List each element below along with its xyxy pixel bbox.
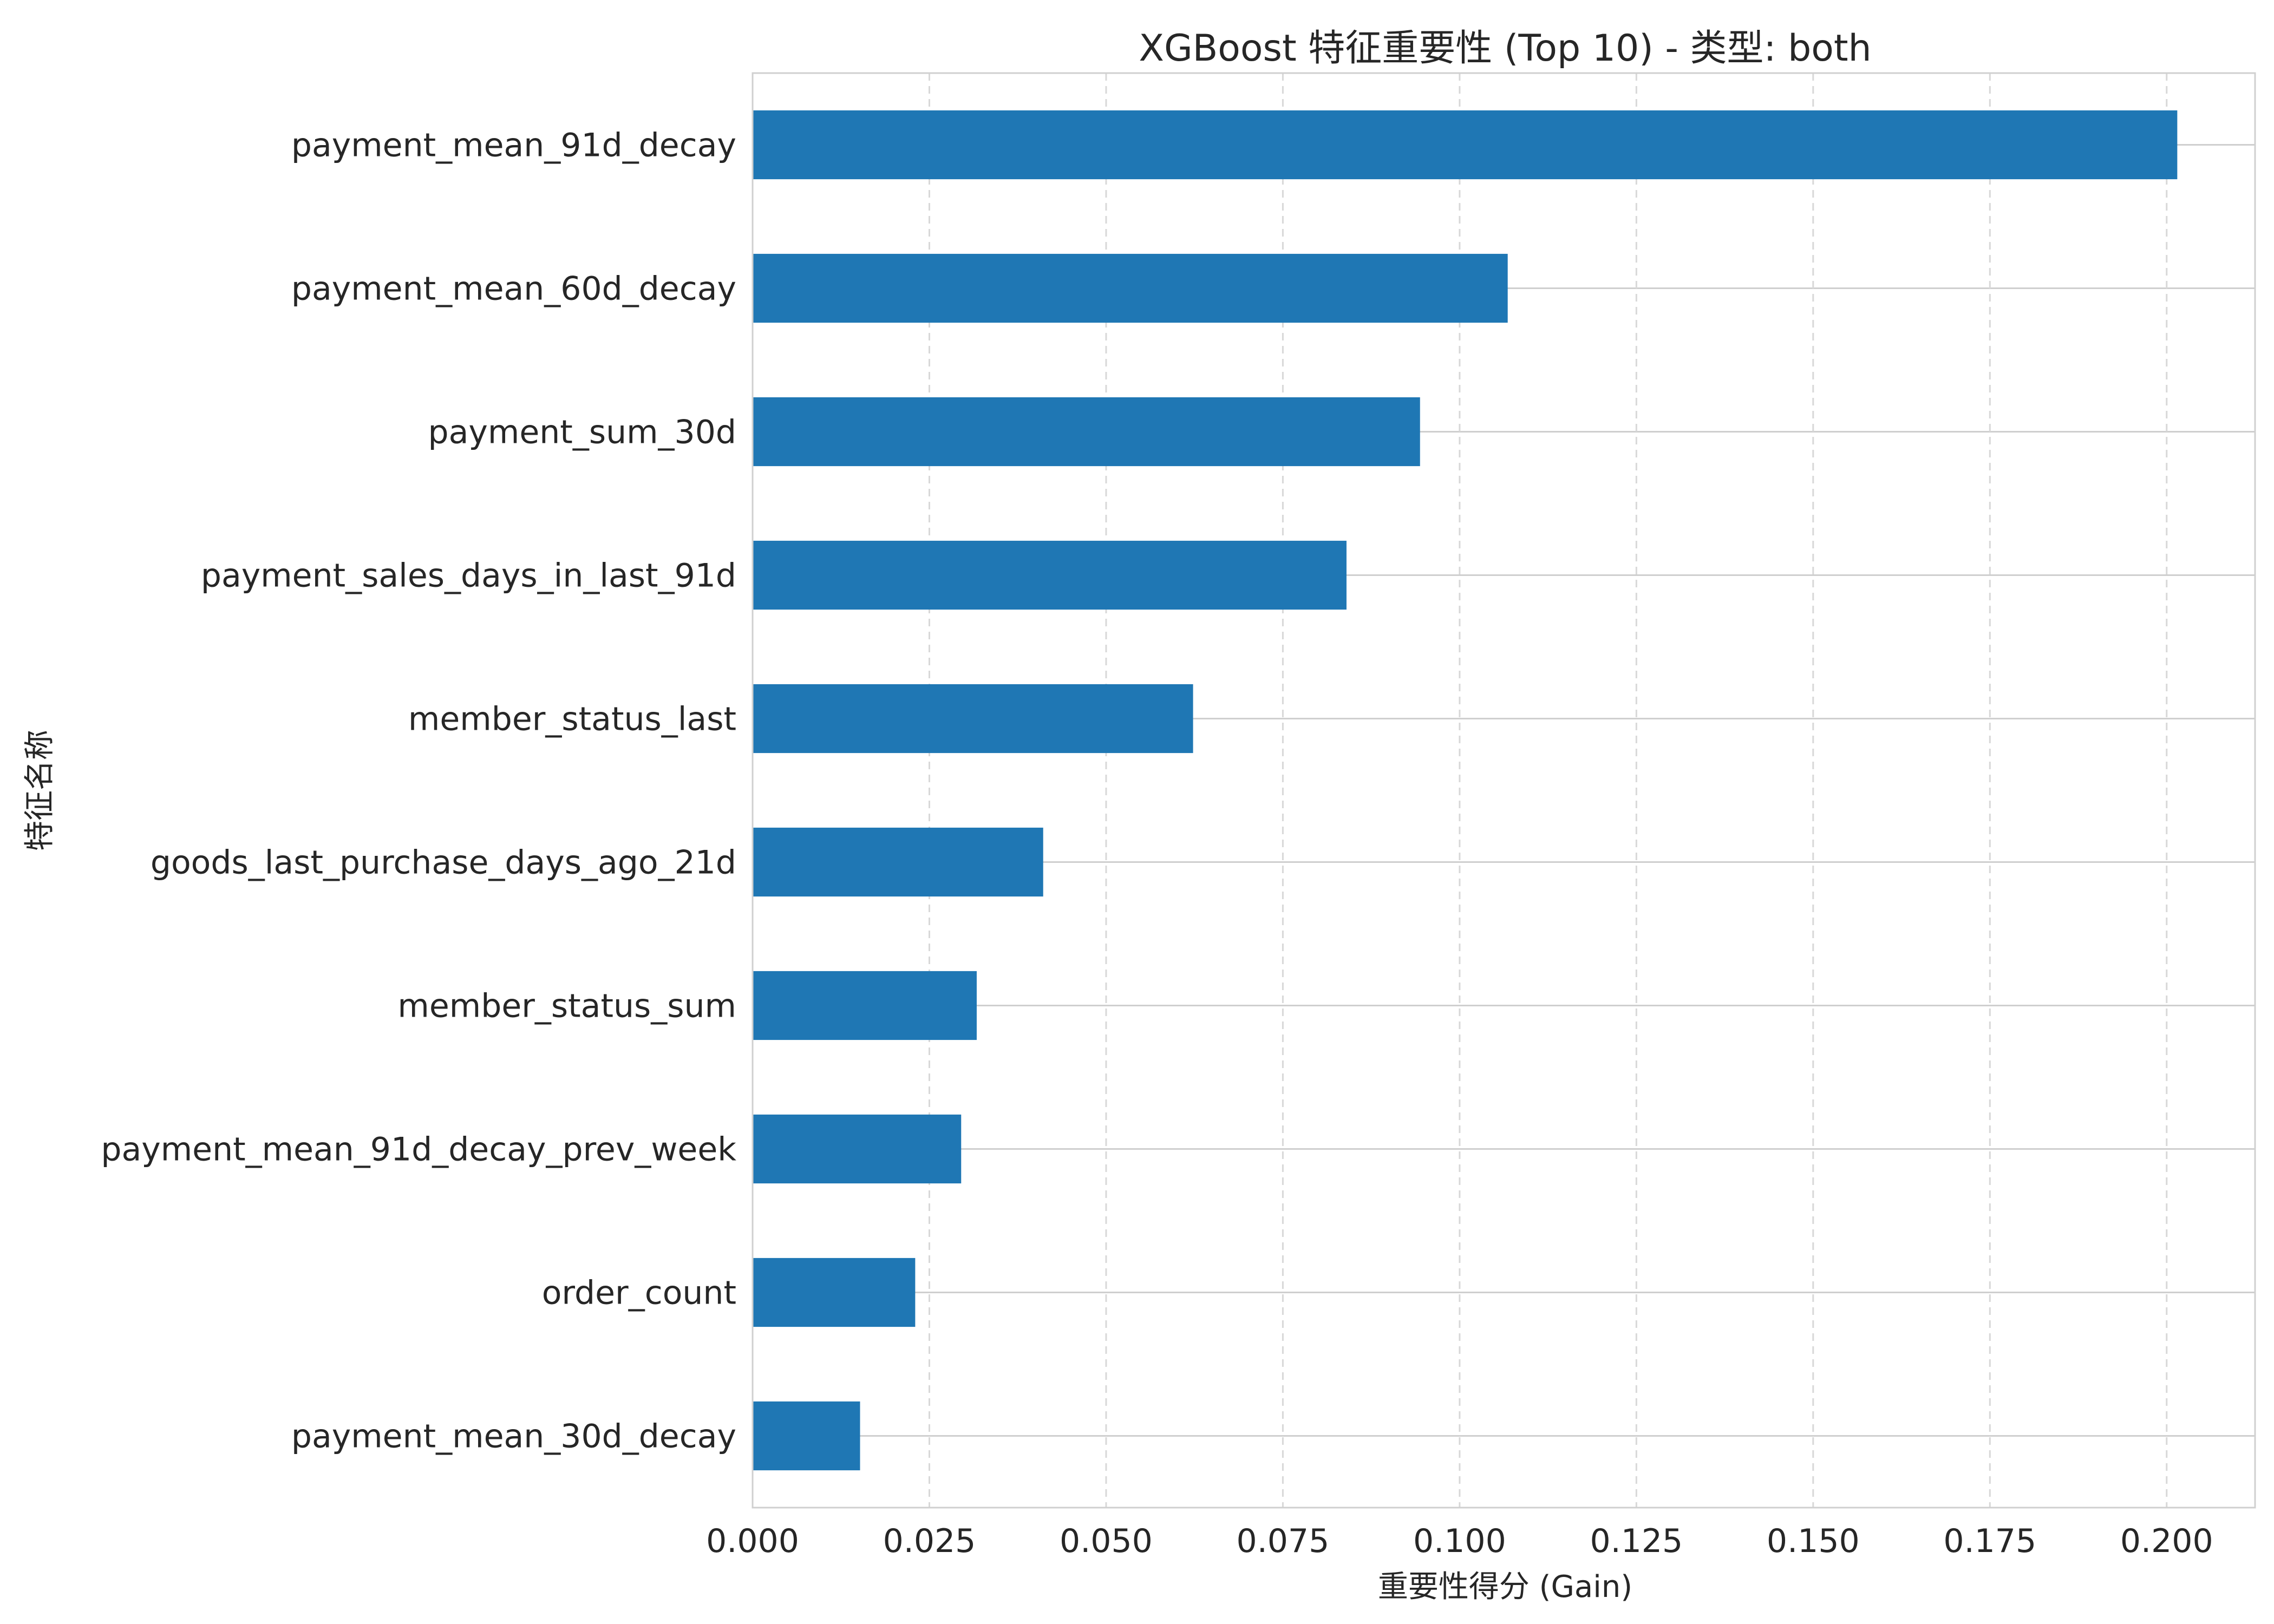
bar-order-count <box>753 1258 916 1327</box>
bar-payment-mean-60d-decay <box>753 253 1508 323</box>
x-tick-label: 0.175 <box>1943 1522 2036 1560</box>
bar-payment-sum-30d <box>753 397 1420 467</box>
category-label: payment_mean_91d_decay <box>291 127 736 165</box>
category-label: member_status_last <box>408 700 736 738</box>
x-tick-label: 0.050 <box>1060 1522 1153 1560</box>
bar-payment-mean-91d-decay-prev-week <box>753 1114 962 1184</box>
category-label: payment_sales_days_in_last_91d <box>201 557 736 595</box>
bar-payment-mean-91d-decay <box>753 110 2178 180</box>
bar-layer <box>753 110 2178 1471</box>
x-tick-label: 0.000 <box>706 1522 799 1560</box>
x-tick-label: 0.150 <box>1767 1522 1860 1560</box>
x-tick-label: 0.200 <box>2120 1522 2213 1560</box>
category-label: payment_mean_91d_decay_prev_week <box>101 1131 736 1169</box>
category-label: payment_mean_60d_decay <box>291 270 736 308</box>
bar-payment-sales-days-in-last-91d <box>753 540 1347 610</box>
category-label: goods_last_purchase_days_ago_21d <box>151 844 736 882</box>
x-tick-label: 0.075 <box>1237 1522 1330 1560</box>
x-tick-label: 0.100 <box>1413 1522 1506 1560</box>
category-label: payment_sum_30d <box>428 414 736 451</box>
category-label: payment_mean_30d_decay <box>291 1418 736 1456</box>
category-label: member_status_sum <box>397 987 736 1025</box>
x-tick-label: 0.125 <box>1590 1522 1683 1560</box>
plot-frame <box>752 72 2256 1509</box>
x-axis-title: 重要性得分 (Gain) <box>1378 1569 1632 1605</box>
bar-member-status-sum <box>753 971 977 1040</box>
category-label: order_count <box>542 1274 736 1312</box>
label-layer: 0.000 0.025 0.050 0.075 0.100 0.125 0.150 0.175… <box>101 127 2213 1561</box>
bar-payment-mean-30d-decay <box>753 1401 860 1471</box>
bar-goods-last-purchase-days-ago-21d <box>753 827 1043 897</box>
chart-title: XGBoost 特征重要性 (Top 10) - 类型: both <box>1139 27 1871 70</box>
y-axis-title: 特征名称 <box>22 730 57 851</box>
x-tick-label: 0.025 <box>883 1522 976 1560</box>
bar-member-status-last <box>753 684 1193 754</box>
